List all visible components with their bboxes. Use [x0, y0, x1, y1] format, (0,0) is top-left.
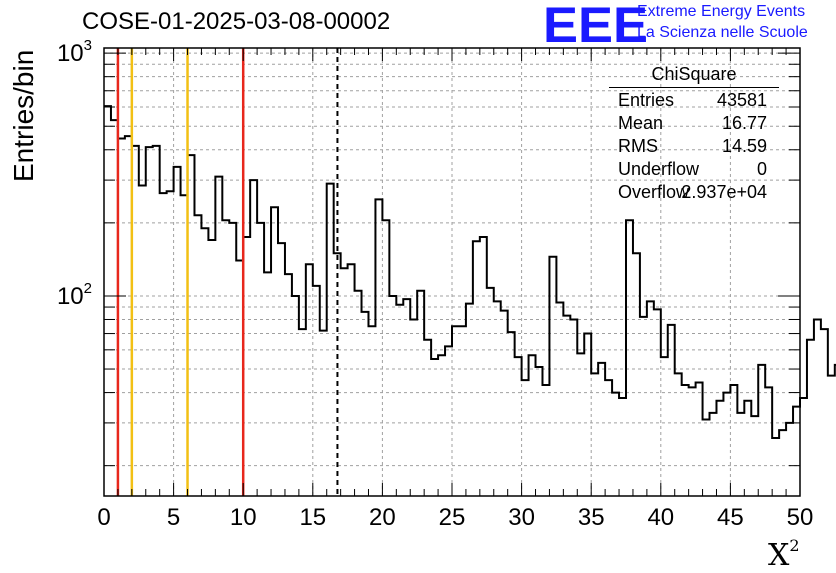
- chart-title: COSE-01-2025-03-08-00002: [82, 8, 391, 35]
- y-tick-label: 103: [57, 37, 92, 67]
- x-axis-label: X2: [768, 536, 800, 573]
- x-tick-label: 25: [439, 504, 466, 531]
- stats-label: Underflow: [618, 159, 700, 179]
- y-tick-exponent: 3: [84, 37, 92, 54]
- x-axis-label-superscript: 2: [789, 536, 800, 555]
- stats-row-underflow: Underflow 0: [609, 159, 779, 182]
- stats-value: 16.77: [721, 113, 767, 133]
- x-tick-label: 0: [97, 504, 110, 531]
- x-tick-label: 35: [578, 504, 605, 531]
- stats-label: Overflow: [618, 182, 690, 202]
- x-tick-label: 5: [167, 504, 180, 531]
- x-tick-label: 30: [508, 504, 535, 531]
- stats-box: ChiSquare Entries 43581 Mean 16.77 RMS 14.5…: [609, 64, 779, 205]
- stats-row-mean: Mean 16.77: [609, 113, 779, 136]
- stats-label: Mean: [618, 113, 664, 133]
- y-tick-base: 10: [57, 40, 84, 67]
- stats-row-rms: RMS 14.59: [609, 136, 779, 159]
- x-axis-label-text: X: [768, 538, 790, 573]
- stats-box-title: ChiSquare: [609, 64, 779, 88]
- eee-logo: EEE: [543, 0, 649, 53]
- logo-line-1: Extreme Energy Events: [637, 3, 806, 20]
- x-tick-label: 20: [369, 504, 396, 531]
- stats-value: 43581: [716, 90, 767, 110]
- stats-label: RMS: [618, 136, 658, 156]
- x-tick-label: 15: [299, 504, 326, 531]
- histogram-series: [104, 105, 836, 439]
- stats-value: 2.937e+04: [681, 182, 767, 202]
- stats-value: 14.59: [721, 136, 767, 156]
- y-axis-label: Entries/bin: [8, 49, 39, 182]
- y-tick-label: 102: [57, 280, 92, 310]
- stats-row-overflow: Overflow 2.937e+04: [609, 182, 779, 205]
- y-tick-exponent: 2: [84, 280, 92, 297]
- y-tick-base: 10: [57, 283, 84, 310]
- stats-label: Entries: [618, 90, 675, 110]
- x-tick-label: 45: [717, 504, 744, 531]
- x-tick-label: 10: [230, 504, 257, 531]
- logo-line-2: La Scienza nelle Scuole: [637, 24, 808, 41]
- stats-row-entries: Entries 43581: [609, 90, 779, 113]
- x-tick-label: 50: [787, 504, 814, 531]
- stats-value: 0: [756, 159, 767, 179]
- x-tick-label: 40: [647, 504, 674, 531]
